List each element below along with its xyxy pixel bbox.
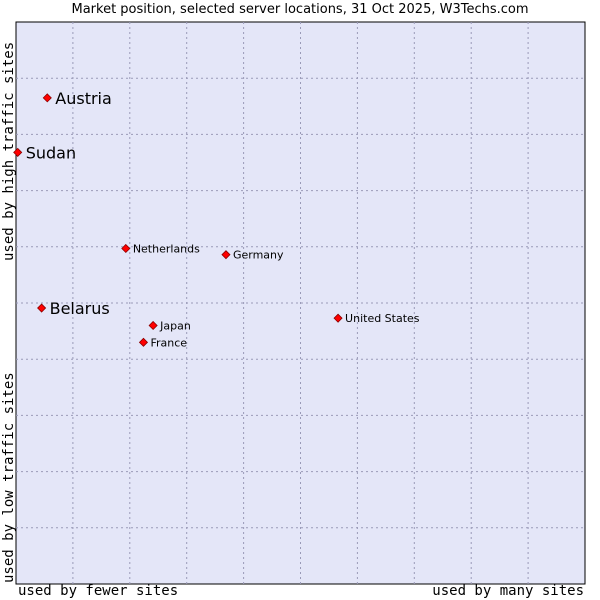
point-marker-netherlands (121, 243, 131, 254)
point-marker-japan (148, 320, 158, 331)
y-axis-label-top: used by high traffic sites (1, 41, 17, 261)
point-label-france: France (150, 336, 187, 349)
point-marker-austria (42, 93, 52, 103)
point-label-sudan: Sudan (26, 143, 76, 162)
y-axis-label-bottom: used by low traffic sites (1, 372, 17, 583)
point-marker-france (138, 337, 149, 347)
x-axis-label-left: used by fewer sites (18, 583, 179, 599)
point-marker-germany (221, 250, 231, 260)
point-label-germany: Germany (233, 249, 284, 262)
x-axis-label-right: used by many sites (432, 583, 584, 599)
point-label-belarus: Belarus (50, 299, 110, 318)
data-points: Austria Sudan Netherlands Germany Belarus Jap… (13, 89, 420, 349)
point-label-japan: Japan (159, 319, 191, 332)
point-marker-united-states (333, 313, 343, 323)
point-marker-belarus (37, 303, 47, 313)
point-marker-sudan (13, 147, 23, 157)
grid (16, 22, 585, 584)
point-label-united-states: United States (345, 312, 420, 325)
point-label-austria: Austria (55, 89, 112, 108)
point-label-netherlands: Netherlands (133, 242, 200, 255)
chart-title: Market position, selected server locatio… (71, 2, 529, 17)
